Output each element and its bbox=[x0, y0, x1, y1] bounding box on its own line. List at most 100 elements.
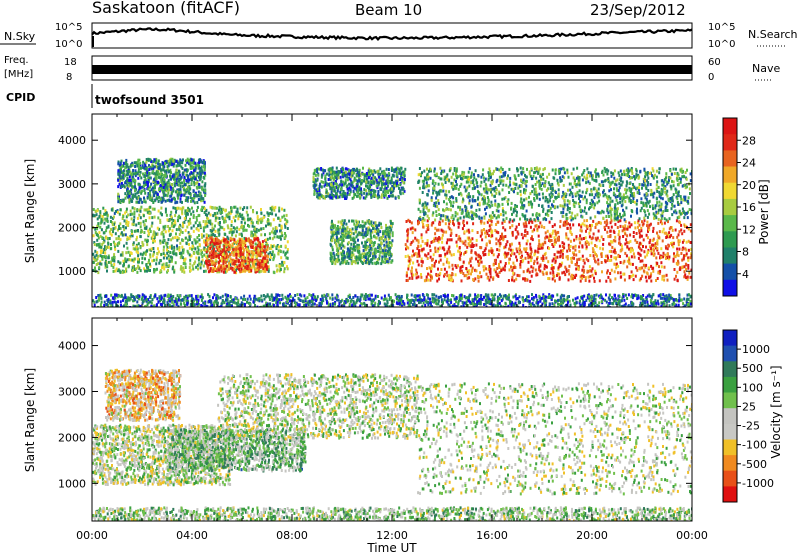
data-cell bbox=[355, 178, 358, 182]
data-cell bbox=[213, 234, 216, 238]
data-cell bbox=[370, 245, 372, 249]
data-cell bbox=[262, 267, 265, 271]
data-cell bbox=[96, 209, 99, 213]
data-cell bbox=[556, 250, 559, 254]
data-cell bbox=[168, 184, 171, 188]
data-cell bbox=[332, 194, 335, 198]
data-cell bbox=[657, 234, 660, 238]
data-cell bbox=[262, 216, 265, 219]
data-cell bbox=[180, 165, 183, 169]
data-cell bbox=[147, 157, 150, 161]
data-cell bbox=[137, 176, 140, 180]
data-cell bbox=[137, 260, 140, 264]
data-cell bbox=[235, 240, 237, 244]
data-cell bbox=[249, 217, 252, 221]
data-cell bbox=[360, 256, 363, 259]
data-cell bbox=[672, 259, 675, 263]
data-cell bbox=[151, 259, 154, 263]
data-cell bbox=[477, 259, 479, 263]
data-cell bbox=[342, 224, 345, 228]
data-cell bbox=[535, 224, 538, 227]
data-cell bbox=[599, 221, 602, 225]
data-cell bbox=[345, 222, 348, 226]
data-cell bbox=[125, 269, 128, 273]
data-cell bbox=[124, 259, 127, 263]
data-cell bbox=[243, 225, 245, 229]
data-cell bbox=[173, 184, 176, 188]
data-cell bbox=[656, 239, 659, 243]
data-cell bbox=[625, 241, 628, 245]
data-cell bbox=[339, 170, 341, 174]
data-cell bbox=[613, 270, 616, 274]
data-cell bbox=[242, 259, 245, 263]
data-cell bbox=[145, 173, 148, 177]
data-cell bbox=[362, 172, 364, 176]
data-cell bbox=[257, 238, 260, 242]
data-cell bbox=[170, 194, 173, 198]
data-cell bbox=[537, 234, 540, 238]
data-cell bbox=[342, 226, 345, 230]
data-cell bbox=[471, 242, 474, 246]
data-cell bbox=[349, 169, 352, 173]
data-cell bbox=[358, 173, 361, 177]
data-cell bbox=[129, 189, 132, 193]
data-cell bbox=[390, 179, 393, 182]
data-cell bbox=[218, 228, 221, 232]
data-cell bbox=[199, 266, 202, 270]
data-cell bbox=[346, 187, 349, 191]
data-cell bbox=[193, 175, 196, 179]
data-cell bbox=[190, 171, 193, 175]
data-cell bbox=[196, 227, 199, 231]
data-cell bbox=[196, 205, 199, 209]
noise-left-tick-top: 10^5 bbox=[55, 22, 82, 33]
data-cell bbox=[210, 256, 213, 260]
data-cell bbox=[211, 206, 213, 210]
data-cell bbox=[212, 227, 215, 231]
data-cell bbox=[514, 228, 517, 232]
data-cell bbox=[364, 221, 367, 225]
data-cell bbox=[668, 244, 670, 248]
data-cell bbox=[236, 265, 239, 269]
data-cell bbox=[221, 226, 224, 230]
data-cell bbox=[458, 246, 461, 249]
data-cell bbox=[95, 233, 98, 237]
data-cell bbox=[188, 209, 191, 213]
data-cell bbox=[231, 251, 233, 255]
data-cell bbox=[122, 259, 125, 263]
data-cell bbox=[284, 253, 287, 257]
data-cell bbox=[650, 249, 653, 253]
data-cell bbox=[368, 167, 371, 171]
data-cell bbox=[214, 206, 217, 210]
data-cell bbox=[354, 240, 357, 244]
data-cell bbox=[477, 279, 480, 283]
data-cell bbox=[509, 244, 512, 248]
data-cell bbox=[134, 247, 137, 251]
data-cell bbox=[222, 255, 225, 259]
data-cell bbox=[323, 184, 326, 188]
data-cell bbox=[689, 241, 692, 244]
data-cell bbox=[543, 226, 546, 229]
data-cell bbox=[400, 166, 403, 170]
data-cell bbox=[199, 166, 202, 170]
data-cell bbox=[162, 168, 165, 172]
data-cell bbox=[495, 237, 498, 241]
data-cell bbox=[383, 243, 386, 247]
data-cell bbox=[354, 193, 357, 197]
data-cell bbox=[403, 174, 406, 178]
data-cell bbox=[675, 274, 677, 278]
data-cell bbox=[636, 268, 639, 272]
station-title: Saskatoon (fitACF) bbox=[92, 0, 240, 17]
data-cell bbox=[382, 179, 385, 183]
data-cell bbox=[427, 252, 430, 256]
data-cell bbox=[95, 263, 98, 266]
data-cell bbox=[223, 232, 226, 236]
data-cell bbox=[186, 198, 188, 202]
data-cell bbox=[640, 227, 643, 230]
data-cell bbox=[249, 239, 252, 243]
data-cell bbox=[239, 246, 242, 250]
data-cell bbox=[347, 235, 350, 239]
data-cell bbox=[373, 243, 376, 246]
data-cell bbox=[135, 238, 138, 242]
data-cell bbox=[167, 225, 170, 228]
data-cell bbox=[110, 243, 112, 246]
